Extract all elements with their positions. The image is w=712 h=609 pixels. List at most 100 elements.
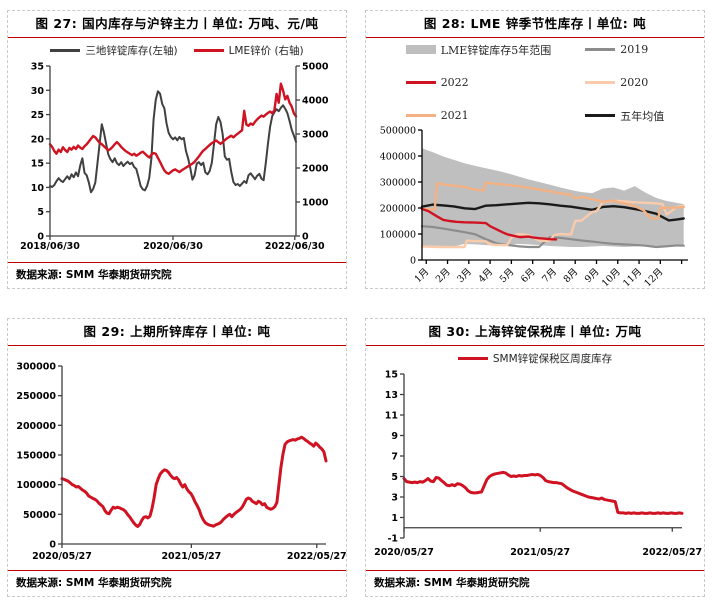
legend-item: 三地锌锭库存(左轴) [50,43,178,58]
y-axis-tick-label: 10 [31,183,45,194]
legend-item: 2021 [405,109,552,122]
x-axis-tick-label: 2018/06/30 [20,241,80,252]
y-axis-tick-label: 500000 [380,126,416,137]
series-range-5y [422,148,684,247]
legend-label: LME锌价 (右轴) [228,45,304,57]
y-axis-tick-label: 7 [391,452,398,463]
y-axis-tick-label: 5 [37,207,44,218]
series-inventory [49,90,297,194]
legend-swatch-line [50,49,81,52]
right-axis-tick-label: 1000 [302,198,329,209]
legend-swatch-line [457,357,488,360]
legend-label: 2020 [620,76,649,89]
series-y2022 [420,207,558,241]
figure-29-chart: 0 50000 100000 150000 200000 250000 300000 2020… [16,362,346,563]
spacer [8,346,346,354]
legend-swatch-line [405,81,436,84]
legend-item: SMM锌锭保税区周度库存 [457,351,613,366]
x-axis-tick-label: 2020/06/30 [143,241,203,252]
x-axis-tick-label: 11月 [621,266,644,289]
y-axis-tick-label: 150000 [16,451,56,462]
figure-28-chart: 0 100000 200000 300000 400000 500000 1月 2月 3月 4月 5… [380,126,688,289]
figure-29-title: 图 29: 上期所锌库存丨单位: 吨 [8,319,346,346]
figure-28-title: 图 28: LME 锌季节性库存丨单位: 吨 [366,11,704,38]
y-axis-tick-label: 300000 [16,362,56,373]
legend-item: 五年均值 [585,108,664,124]
right-axis-tick-label: 5000 [302,62,329,73]
legend-label: SMM锌锭保税区周度库存 [492,353,613,365]
x-axis-tick-label: 2021/05/27 [510,547,570,558]
y-axis-tick-label: 100000 [380,230,416,241]
axes [49,66,297,237]
y-axis-tick-label: 0 [37,232,44,243]
legend-label: 2019 [620,43,649,56]
y-axis-tick-label: 20 [31,134,45,145]
x-axis-tick-label: 2022/06/30 [265,241,325,252]
legend-swatch-area [405,45,436,54]
series-y2021 [420,181,685,220]
series-shfe-stock [60,435,328,528]
y-axis-tick-label: 35 [31,62,44,73]
x-axis-tick-label: 4月 [476,266,495,285]
right-axis-tick-label: 4000 [302,96,329,107]
x-axis-tick-label: 2022/05/27 [642,547,702,558]
y-axis-tick-label: 0 [49,540,56,551]
figure-28-legend: LME锌锭库存5年范围 2022 2021 2019 2020 五年均值 [366,41,704,124]
legend-label: 2022 [440,76,469,89]
figure-30-title: 图 30: 上海锌锭保税库丨单位: 万吨 [366,319,704,346]
legend-label: 2021 [440,109,469,122]
y-axis-tick-label: 250000 [16,391,56,402]
legend-swatch-line [585,48,616,51]
x-axis-tick-label: 5月 [498,266,517,285]
y-axis-tick-label: 1 [391,513,398,524]
figure-27-data-source: 数据来源: SMM 华泰期货研究院 [8,262,346,288]
x-axis-tick-label: 2月 [434,266,453,285]
legend-item: 2019 [585,43,664,56]
x-axis-tick-label: 7月 [540,266,559,285]
axes [61,366,326,545]
y-axis-tick-label: 200000 [16,421,56,432]
right-axis-tick-label: 0 [302,232,309,243]
x-axis-tick-label: 10月 [600,266,623,289]
y-axis-tick-label: 15 [385,370,398,381]
x-axis-tick-label: 2022/05/27 [287,551,347,562]
figure-27-chart: 0 5 10 15 20 25 30 35 0 1000 2000 3000 4000 5000 2018/… [20,62,329,253]
y-axis-tick-label: 11 [385,411,398,422]
x-axis-tick-label: 1月 [413,266,432,285]
series-y2019 [420,225,685,249]
right-axis-tick-label: 3000 [302,130,329,141]
y-axis-tick-label: 30 [31,86,45,97]
legend-label: 三地锌锭库存(左轴) [85,45,178,57]
x-axis-tick-label: 2021/05/27 [161,551,221,562]
x-axis-tick-label: 6月 [519,266,538,285]
legend-item: 2022 [405,76,552,89]
x-axis-tick-label: 2020/05/27 [32,551,92,562]
x-axis-tick-label: 9月 [583,266,602,285]
figure-27-title: 图 27: 国内库存与沪锌主力丨单位: 万吨、元/吨 [8,11,346,38]
figure-panel-30: 图 30: 上海锌锭保税库丨单位: 万吨 SMM锌锭保税区周度库存 -1 1 3 5 7… [365,318,705,597]
y-axis-tick-label: 200000 [380,204,416,215]
figure-27-legend: 三地锌锭库存(左轴) LME锌价 (右轴) [8,43,346,58]
y-axis-tick-label: 15 [31,159,44,170]
y-axis-tick-label: 50000 [23,510,56,521]
figure-30-legend: SMM锌锭保税区周度库存 [366,351,704,366]
legend-swatch-line [405,114,436,117]
series-y2020 [420,199,685,249]
y-axis-tick-label: 3 [391,493,398,504]
legend-item: LME锌价 (右轴) [193,43,304,58]
y-axis-tick-label: -1 [387,534,398,545]
figure-panel-28: 图 28: LME 锌季节性库存丨单位: 吨 LME锌锭库存5年范围 2022 20… [365,10,705,289]
y-axis-tick-label: 25 [31,110,44,121]
legend-label: LME锌锭库存5年范围 [440,43,552,57]
y-axis-tick-label: 0 [410,256,416,267]
y-axis-tick-label: 100000 [16,480,56,491]
x-axis-tick-label: 12月 [642,266,665,289]
series-lme-price [48,82,298,175]
x-axis-tick-label: 8月 [562,266,581,285]
figure-panel-27: 图 27: 国内库存与沪锌主力丨单位: 万吨、元/吨 三地锌锭库存(左轴) LME… [7,10,347,289]
y-axis-tick-label: 300000 [380,178,416,189]
y-axis-tick-label: 13 [385,390,398,401]
legend-swatch-line [585,114,616,117]
